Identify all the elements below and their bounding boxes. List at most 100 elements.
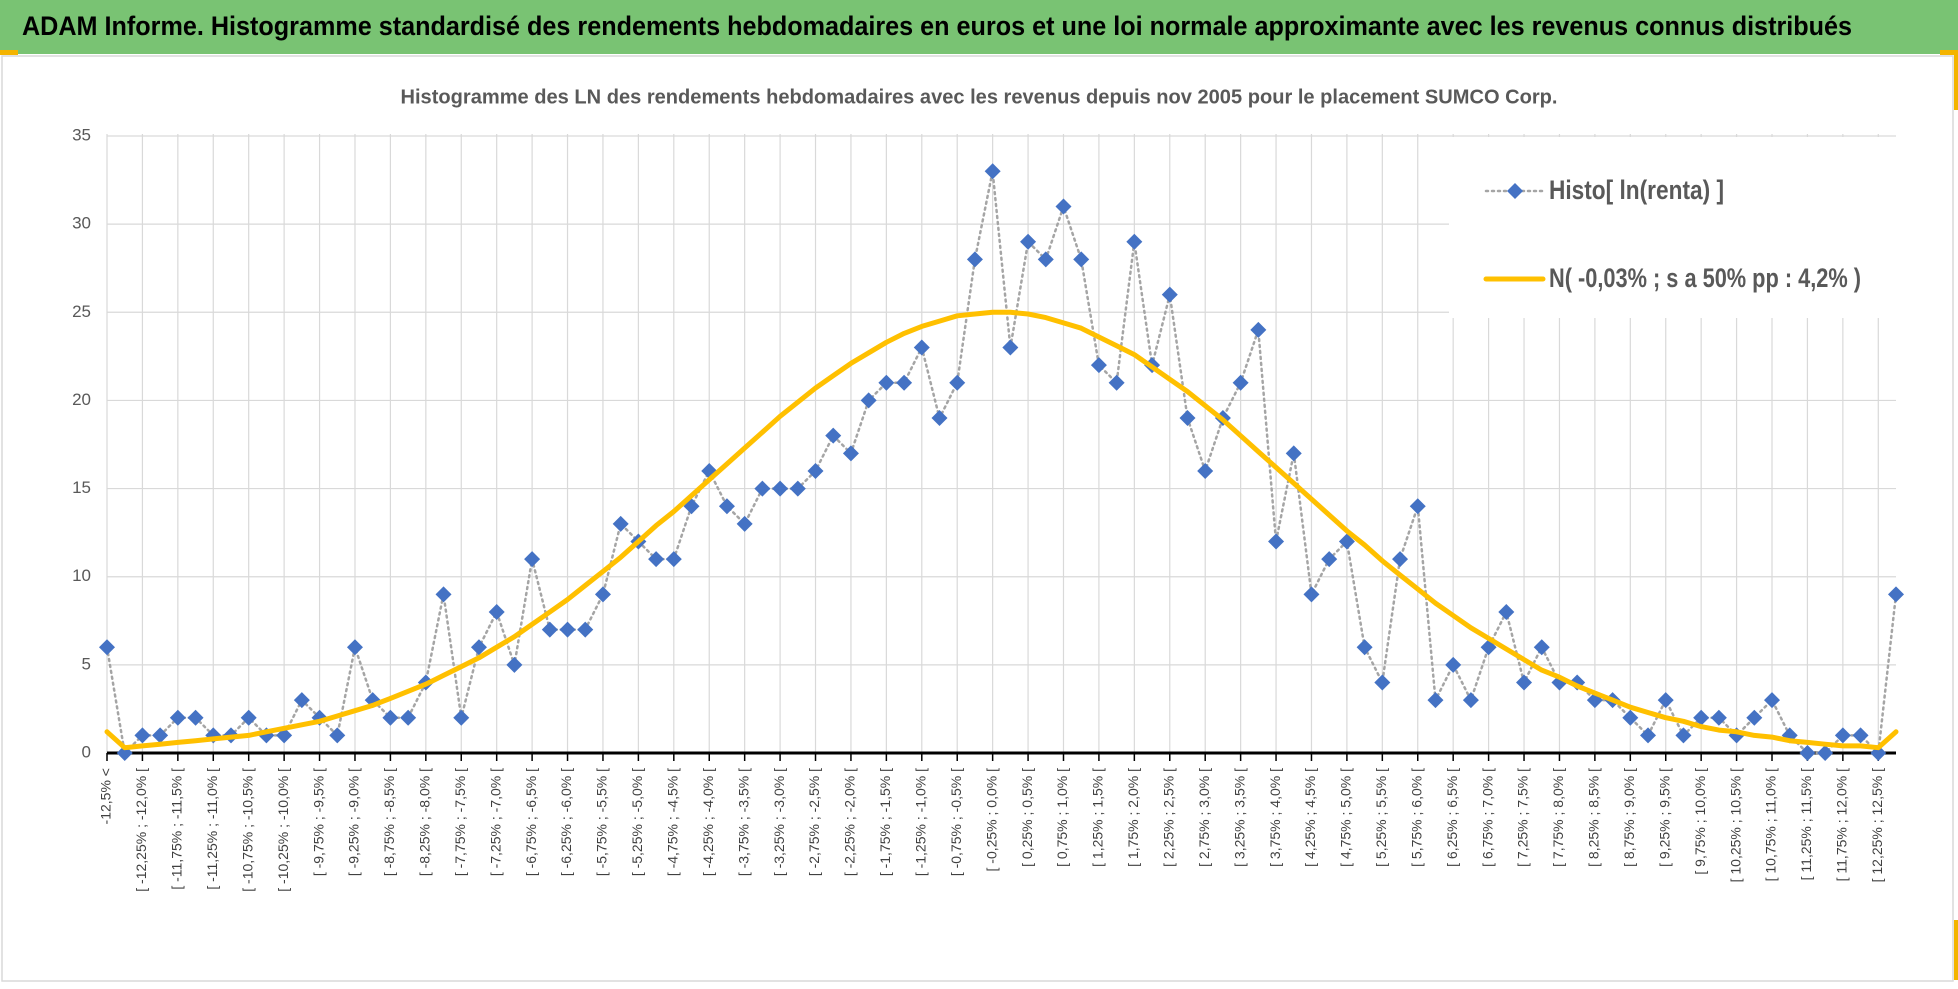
x-tick-label: [ -6,75% ; -6,5% [ (523, 768, 539, 876)
x-tick-label: [ -8,25% ; -8,0% [ (417, 768, 433, 876)
data-point (984, 163, 1001, 180)
x-tick-label: [ -0,25% ; 0,0% [ (983, 768, 999, 872)
x-tick-label: [ -5,75% ; -5,5% [ (594, 768, 610, 876)
data-point (1055, 198, 1072, 215)
data-point (1409, 498, 1426, 515)
chart-title: Histogramme des LN des rendements hebdom… (401, 86, 1558, 108)
data-point (116, 745, 133, 761)
data-point (400, 709, 417, 726)
data-point (1817, 745, 1834, 761)
x-tick-label: [ -10,75% ; -10,5% [ (239, 768, 255, 892)
x-tick-label: [ -7,25% ; -7,0% [ (487, 768, 503, 876)
x-tick-label: [ 0,75% ; 1,0% [ (1054, 768, 1070, 867)
x-tick-label: [ 5,75% ; 6,0% [ (1408, 768, 1424, 867)
data-point (1232, 374, 1249, 391)
data-point (842, 445, 859, 462)
data-point (1764, 692, 1781, 709)
data-point (1640, 727, 1657, 744)
data-point (1073, 251, 1090, 268)
x-tick-label: [ 7,75% ; 8,0% [ (1550, 768, 1566, 867)
x-tick-label: [ 11,75% ; 12,0% [ (1834, 768, 1850, 881)
data-point (1675, 727, 1692, 744)
data-point (1516, 674, 1533, 691)
data-point (99, 639, 115, 656)
x-tick-label: [ -2,75% ; -2,5% [ (806, 768, 822, 876)
data-point (1834, 727, 1851, 744)
data-point (825, 427, 842, 444)
x-tick-label: [ -3,75% ; -3,5% [ (735, 768, 751, 876)
data-point (1392, 551, 1409, 568)
x-tick-label: [ 0,25% ; 0,5% [ (1019, 768, 1035, 867)
data-point (1268, 533, 1285, 550)
data-point (382, 709, 399, 726)
x-tick-label: [ 4,25% ; 4,5% [ (1302, 768, 1318, 867)
data-point (541, 621, 558, 638)
data-point (470, 639, 487, 656)
data-point (648, 551, 665, 568)
legend-label: N( -0,03% ; s a 50% pp : 4,2% ) (1549, 263, 1861, 293)
data-point (293, 692, 310, 709)
data-point (134, 727, 151, 744)
x-tick-label: [ -1,75% ; -1,5% [ (877, 768, 893, 876)
data-point (1852, 727, 1869, 744)
x-tick-label: [ -11,75% ; -11,5% [ (169, 768, 185, 890)
data-point (1321, 551, 1338, 568)
data-point (488, 603, 505, 620)
data-point (187, 709, 204, 726)
x-tick-label: [ 8,25% ; 8,5% [ (1586, 768, 1602, 867)
x-tick-label: [ -10,25% ; -10,0% [ (275, 768, 291, 892)
x-tick-label: [ 2,25% ; 2,5% [ (1160, 768, 1176, 867)
y-tick-label: 35 (72, 125, 91, 144)
data-point (1161, 286, 1178, 303)
data-point (453, 709, 470, 726)
x-tick-label: [ 12,25% ; 12,5% [ (1869, 768, 1885, 883)
corner-accent (1940, 50, 1958, 55)
data-point (1285, 445, 1302, 462)
data-point (1037, 251, 1054, 268)
data-point (931, 410, 948, 427)
data-point (1533, 639, 1550, 656)
data-point (1462, 692, 1479, 709)
page-title: ADAM Informe. Histogramme standardisé de… (22, 11, 1852, 41)
data-point (1002, 339, 1019, 356)
data-point (1197, 462, 1214, 479)
data-point (612, 515, 629, 532)
x-tick-label: [ -12,25% ; -12,0% [ (133, 768, 149, 892)
data-point (1710, 709, 1727, 726)
data-point (1303, 586, 1320, 603)
x-tick-label: [ 3,75% ; 4,0% [ (1267, 768, 1283, 867)
x-tick-label: [ 9,75% ; 10,0% [ (1692, 768, 1708, 875)
data-point (1622, 709, 1639, 726)
data-point (329, 727, 346, 744)
x-tick-label: [ -9,25% ; -9,0% [ (346, 768, 362, 876)
x-tick-label: [ -8,75% ; -8,5% [ (381, 768, 397, 876)
x-tick-label: [ 2,75% ; 3,0% [ (1196, 768, 1212, 867)
data-point (1427, 692, 1444, 709)
data-point (577, 621, 594, 638)
x-tick-label: [ 10,75% ; 11,0% [ (1763, 768, 1779, 881)
data-point (718, 498, 735, 515)
data-point (665, 551, 682, 568)
data-point (1374, 674, 1391, 691)
data-point (1693, 709, 1710, 726)
data-point (1020, 233, 1037, 250)
data-point (524, 551, 541, 568)
data-point (1657, 692, 1674, 709)
x-tick-label: [ -9,75% ; -9,5% [ (310, 768, 326, 876)
series-line (104, 309, 1899, 751)
x-tick-label: [ -11,25% ; -11,0% [ (204, 768, 220, 890)
data-point (896, 374, 913, 391)
x-tick-label: [ 6,75% ; 7,0% [ (1479, 768, 1495, 867)
x-tick-label: [ 11,25% ; 11,5% [ (1798, 768, 1814, 880)
data-point (789, 480, 806, 497)
data-point (1356, 639, 1373, 656)
x-tick-label: [ 7,25% ; 7,5% [ (1515, 768, 1531, 867)
y-tick-label: 25 (72, 302, 91, 321)
data-point (913, 339, 930, 356)
x-tick-label: [ -3,25% ; -3,0% [ (771, 768, 787, 876)
data-point (152, 727, 169, 744)
data-point (594, 586, 611, 603)
y-tick-label: 0 (82, 742, 91, 761)
data-point (736, 515, 753, 532)
